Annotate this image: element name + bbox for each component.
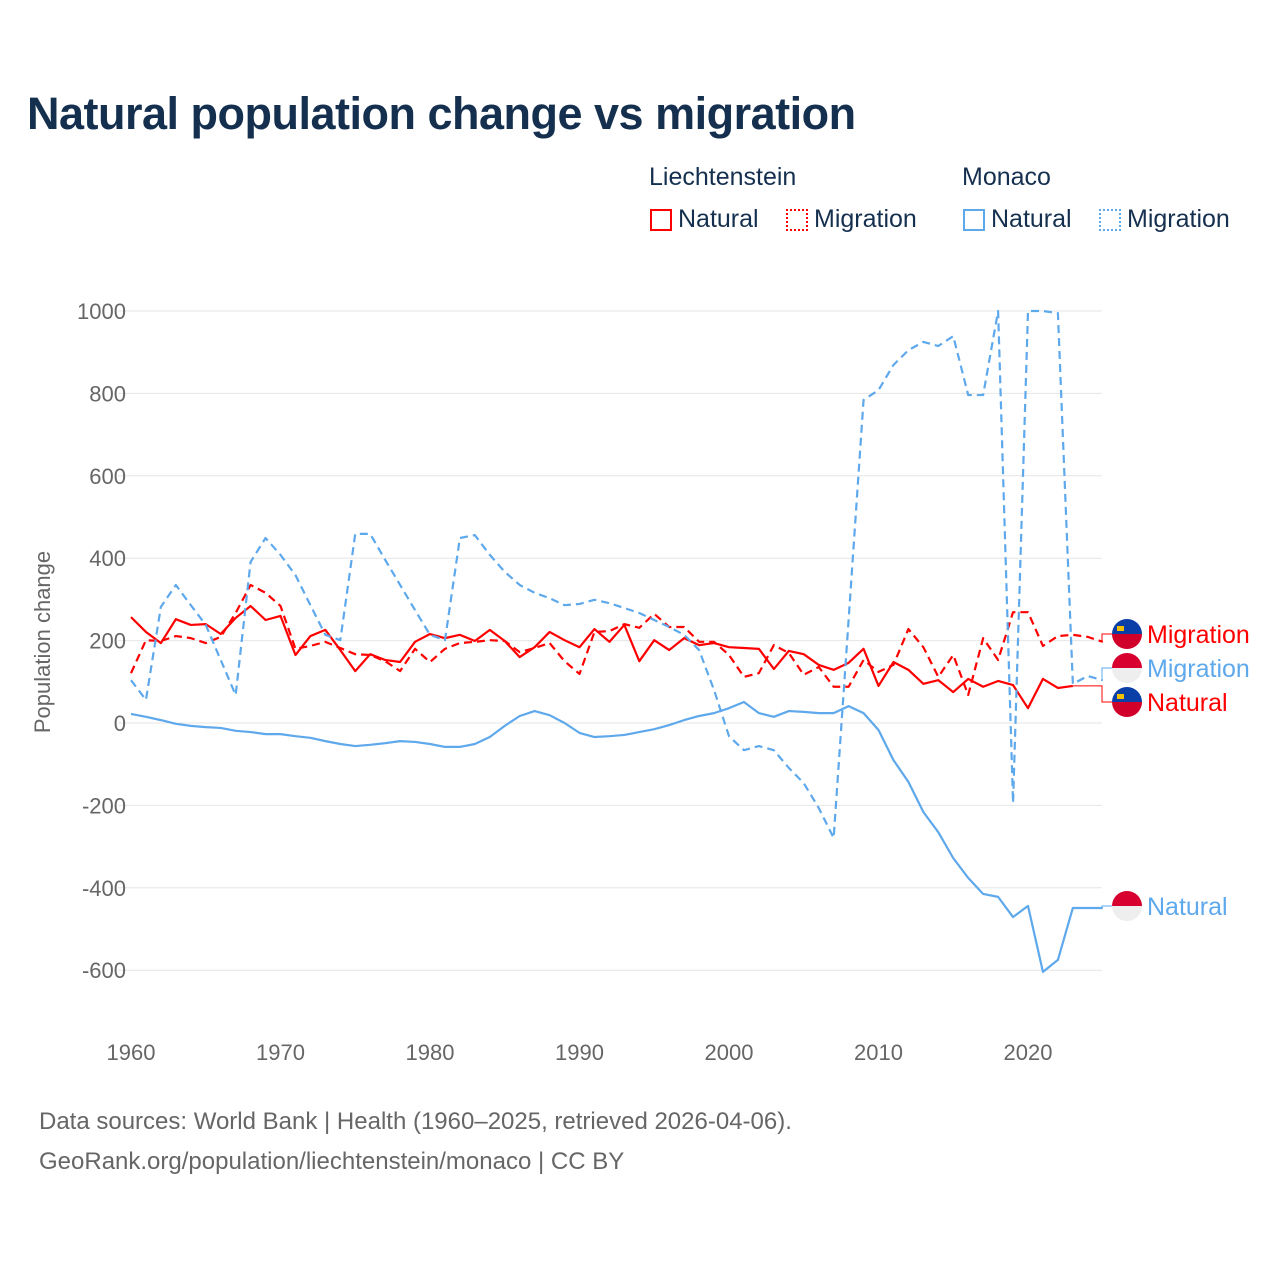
- y-tick-label: 400: [89, 546, 126, 571]
- y-tick-label: -600: [82, 958, 126, 983]
- series-line-liechtenstein-natural: [130, 604, 1074, 710]
- chart-title: Natural population change vs migration: [27, 88, 856, 139]
- legend-swatch-solid: [650, 208, 672, 231]
- x-tick-label: 1980: [406, 1040, 455, 1065]
- flag-blue: [1112, 619, 1142, 634]
- legend-swatch-dashed: [1099, 208, 1121, 231]
- series-end-label: Migration: [1147, 655, 1250, 683]
- legend-group-liechtenstein: Liechtenstein: [649, 163, 797, 191]
- legend-label: Migration: [814, 205, 917, 233]
- y-axis-label: Population change: [30, 551, 55, 733]
- flag-red: [1112, 653, 1142, 668]
- y-tick-label: -400: [82, 876, 126, 901]
- label-connector: [1101, 633, 1112, 643]
- series-end-label: Natural: [1147, 893, 1228, 921]
- flag-liechtenstein-icon: [1112, 687, 1142, 717]
- flag-blue: [1112, 687, 1142, 702]
- x-tick-label: 1970: [256, 1040, 305, 1065]
- y-tick-label: 800: [89, 381, 126, 406]
- flag-monaco-icon: [1112, 891, 1142, 921]
- y-tick-label: -200: [82, 793, 126, 818]
- flag-white: [1112, 906, 1142, 921]
- flag-red: [1112, 634, 1142, 649]
- legend-swatch-solid: [963, 208, 985, 231]
- series-end-label: Migration: [1147, 621, 1250, 649]
- flag-crown: [1117, 694, 1124, 699]
- legend-liechtenstein-natural[interactable]: Natural: [650, 205, 759, 234]
- label-connector: [1101, 905, 1112, 909]
- legend-liechtenstein-migration[interactable]: Migration: [786, 205, 917, 234]
- label-connector: [1072, 685, 1112, 703]
- flag-liechtenstein-icon: [1112, 619, 1142, 649]
- legend-label: Migration: [1127, 205, 1230, 233]
- y-tick-label: 1000: [77, 299, 126, 324]
- y-tick-label: 200: [89, 629, 126, 654]
- flag-red: [1112, 702, 1142, 717]
- legend-swatch-dashed: [786, 208, 808, 231]
- legend-group-monaco: Monaco: [962, 163, 1051, 191]
- series-line-monaco-migration: [130, 309, 1104, 840]
- flag-red: [1112, 891, 1142, 906]
- source-text: Data sources: World Bank | Health (1960–…: [39, 1108, 792, 1135]
- source-url[interactable]: GeoRank.org/population/liechtenstein/mon…: [39, 1148, 625, 1175]
- x-tick-label: 2020: [1004, 1040, 1053, 1065]
- x-tick-label: 1990: [555, 1040, 604, 1065]
- series-end-label: Natural: [1147, 689, 1228, 717]
- flag-crown: [1117, 626, 1124, 631]
- series-line-liechtenstein-migration: [129, 583, 1104, 697]
- y-tick-label: 600: [89, 464, 126, 489]
- x-tick-label: 2000: [705, 1040, 754, 1065]
- legend-monaco-migration[interactable]: Migration: [1099, 205, 1230, 234]
- x-tick-label: 1960: [107, 1040, 156, 1065]
- label-connector: [1101, 667, 1112, 681]
- y-tick-label: 0: [114, 711, 126, 736]
- legend-label: Natural: [991, 205, 1072, 233]
- x-tick-label: 2010: [854, 1040, 903, 1065]
- legend-monaco-natural[interactable]: Natural: [963, 205, 1072, 234]
- series-line-monaco-natural: [130, 700, 1103, 973]
- flag-monaco-icon: [1112, 653, 1142, 683]
- legend-label: Natural: [678, 205, 759, 233]
- flag-white: [1112, 668, 1142, 683]
